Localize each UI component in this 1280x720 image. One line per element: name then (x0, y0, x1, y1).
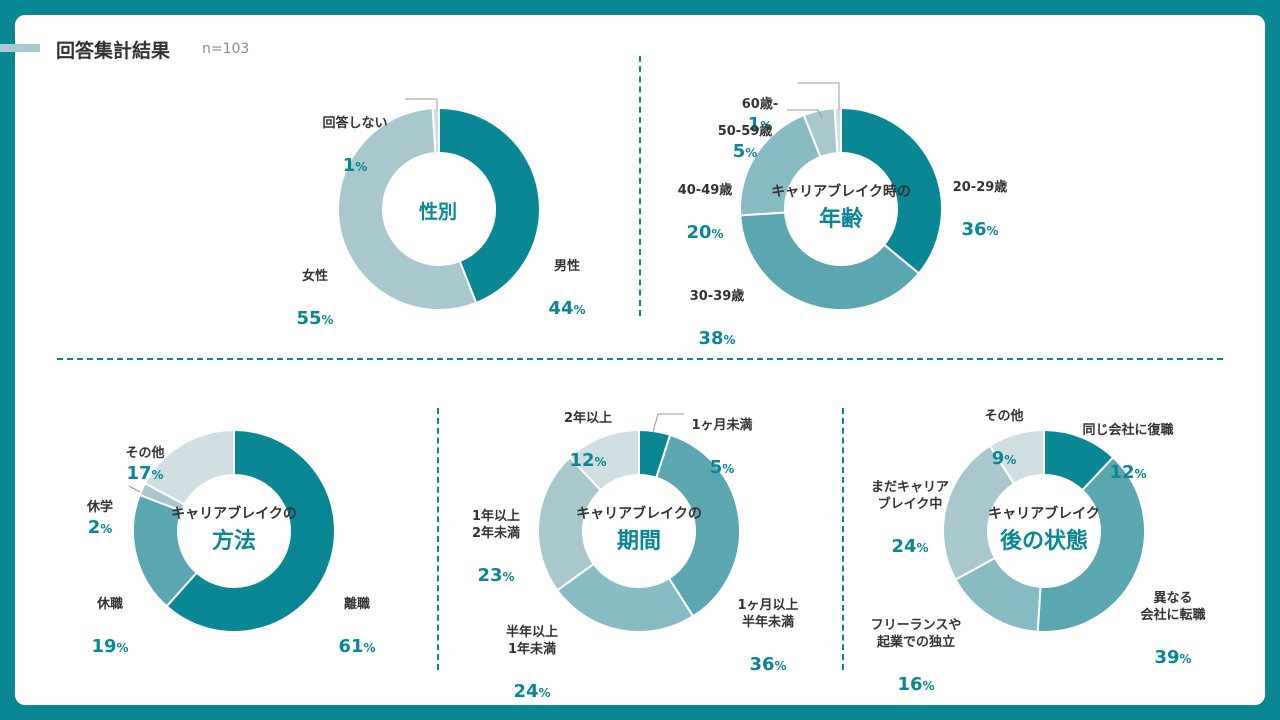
label-after-return: 同じ会社に復職 12% (1082, 422, 1174, 483)
age-slice-0 (840, 106, 943, 275)
period-slice-1 (655, 433, 741, 618)
gender-center-label: 性別 (418, 201, 457, 223)
method-slice-0 (165, 428, 336, 633)
label-method-resign: 離職 61% (338, 596, 376, 657)
leader-gender-other (405, 98, 438, 110)
label-age-60: 60歳- 1% (741, 96, 779, 136)
after-slice-4 (988, 428, 1045, 486)
label-method-school-leave: 休学 2% (86, 499, 113, 539)
sample-size: n=103 (202, 41, 250, 57)
label-period-2y: 2年以上 12% (563, 410, 613, 471)
leader-method-school (128, 485, 141, 493)
age-center-label: キャリアブレイク時の 年齢 (771, 184, 911, 232)
after-slice-1 (1036, 455, 1147, 633)
age-slice-4 (833, 106, 842, 155)
title-accent-bar (0, 44, 40, 52)
label-age-30: 30-39歳 38% (689, 288, 745, 349)
after-slice-3 (942, 444, 1016, 582)
label-method-other: その他 17% (125, 445, 165, 485)
label-age-40: 40-49歳 20% (677, 182, 733, 243)
label-after-change: 異なる 会社に転職 39% (1140, 590, 1206, 669)
label-after-other: その他 9% (984, 408, 1024, 469)
label-female: 女性 55% (296, 268, 334, 329)
divider-top (639, 56, 641, 316)
divider-middle (57, 358, 1223, 360)
period-slice-2 (555, 562, 695, 633)
period-slice-4 (568, 428, 640, 492)
divider-bottom-right (842, 408, 844, 670)
label-after-still: まだキャリア ブレイク中 24% (870, 479, 949, 558)
gender-slice-0 (438, 106, 541, 305)
label-period-1m-6m: 1ヶ月以上 半年未満 36% (737, 597, 799, 676)
label-period-6m-1y: 半年以上 1年未満 24% (505, 624, 558, 703)
label-male: 男性 44% (548, 258, 586, 319)
after-center-label: キャリアブレイク 後の状態 (988, 506, 1100, 554)
label-after-freelance: フリーランスや 起業での独立 16% (870, 617, 962, 696)
gender-slice-1 (337, 107, 478, 311)
method-center-label: キャリアブレイクの 方法 (171, 506, 297, 554)
leader-age-50 (787, 109, 823, 119)
gender-slice-2 (431, 106, 440, 155)
method-slice-3 (143, 428, 235, 506)
leader-period-1m (652, 413, 684, 433)
page-title: 回答集計結果 (56, 40, 171, 62)
divider-bottom-left (437, 408, 439, 670)
leader-age-60 (798, 82, 840, 110)
period-center-label: キャリアブレイクの 期間 (576, 506, 702, 554)
label-other-gender: 回答しない 1% (322, 115, 388, 176)
label-age-50: 50-59歳 5% (717, 123, 773, 163)
period-slice-3 (537, 455, 603, 592)
label-period-1m: 1ヶ月未満 5% (691, 417, 753, 478)
age-slice-1 (739, 211, 921, 311)
label-period-1y-2y: 1年以上 2年未満 23% (471, 508, 521, 587)
label-method-leave: 休職 19% (91, 596, 129, 657)
label-age-20: 20-29歳 36% (952, 179, 1008, 240)
